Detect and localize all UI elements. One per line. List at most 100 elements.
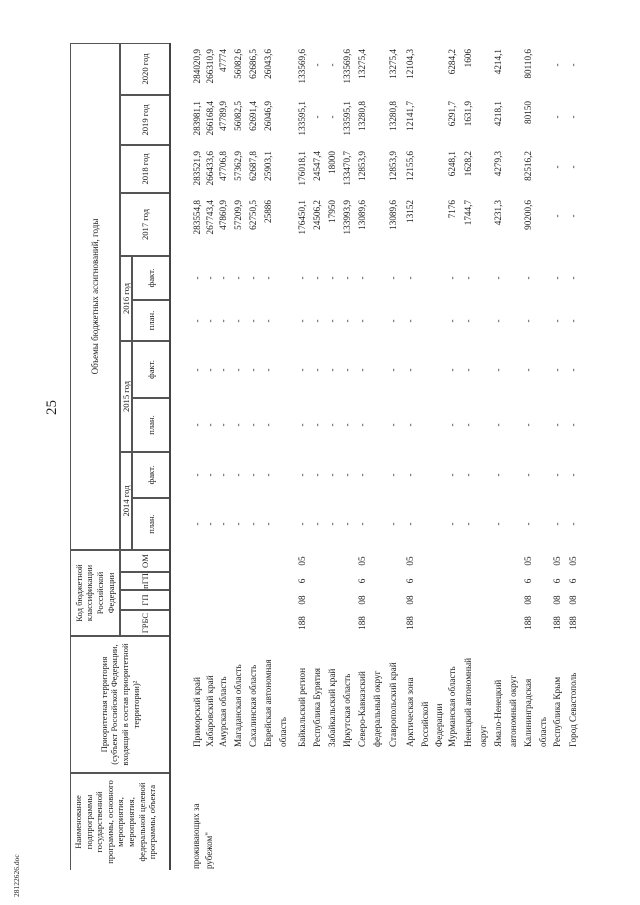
plan-fact-value: -: [342, 522, 352, 526]
plan-fact-value: -: [523, 276, 533, 280]
header-year-2014: 2014 год: [120, 452, 132, 550]
header-2014-fact: факт.: [132, 452, 170, 498]
budget-code-pgp: 6: [297, 578, 307, 584]
header-budget-title: Объемы бюджетных ассигнований, годы: [70, 43, 120, 550]
plan-fact-value: -: [523, 473, 533, 477]
header-2016-plan: план.: [132, 300, 170, 341]
year-value-2018: 25903,1: [263, 151, 273, 181]
territory-name: Забайкальский край: [327, 668, 337, 747]
plan-fact-value: -: [327, 319, 337, 323]
budget-code-gp: 08: [552, 595, 562, 605]
budget-code-om: 05: [297, 556, 307, 566]
year-value-2019: 1631,9: [463, 101, 473, 127]
plan-fact-value: -: [357, 276, 367, 280]
header-program-name: Наименование подпрограммы государственно…: [70, 773, 170, 870]
territory-name: Еврейская автономная: [263, 659, 273, 747]
header-code-pgp: пГП: [120, 572, 170, 590]
plan-fact-value: -: [263, 473, 273, 477]
plan-fact-value: -: [463, 276, 473, 280]
year-value-2020: 13275,4: [388, 49, 398, 79]
year-value-2020: 6284,2: [447, 49, 457, 75]
plan-fact-value: -: [233, 276, 243, 280]
plan-fact-value: -: [233, 473, 243, 477]
plan-fact-value: -: [248, 368, 258, 372]
header-year-2020: 2020 год: [120, 43, 170, 95]
year-value-2019: 12141,7: [405, 101, 415, 131]
territory-name: Ненецкий автономный: [463, 657, 473, 747]
header-2015-plan: план.: [132, 398, 170, 452]
territory-name: округ: [477, 725, 488, 747]
year-value-2019: -: [568, 115, 578, 119]
budget-code-om: 05: [405, 556, 415, 566]
territory-name: Амурская область: [218, 676, 228, 747]
year-value-2018: 24547,4: [312, 151, 322, 181]
territory-name: Сахалинская область: [248, 664, 258, 747]
plan-fact-value: -: [263, 319, 273, 323]
year-value-2020: -: [552, 63, 562, 67]
year-value-2020: 4214,1: [493, 49, 503, 75]
year-value-2019: 6291,7: [447, 101, 457, 127]
year-value-2019: -: [312, 115, 322, 119]
plan-fact-value: -: [263, 423, 273, 427]
header-code-grbs: ГРБС: [120, 610, 170, 636]
plan-fact-value: -: [568, 276, 578, 280]
plan-fact-value: -: [312, 522, 322, 526]
header-budget-code: Код бюджетной классификации Российской Ф…: [70, 550, 120, 636]
territory-name: Магаданская область: [233, 664, 243, 747]
plan-fact-value: -: [342, 319, 352, 323]
plan-fact-value: -: [297, 368, 307, 372]
plan-fact-value: -: [312, 319, 322, 323]
year-value-2017: -: [568, 214, 578, 218]
plan-fact-value: -: [447, 276, 457, 280]
budget-code-pgp: 6: [568, 578, 578, 584]
plan-fact-value: -: [523, 423, 533, 427]
year-value-2020: 56082,6: [233, 49, 243, 79]
budget-code-om: 05: [523, 556, 533, 566]
year-value-2018: 82516,2: [523, 151, 533, 181]
plan-fact-value: -: [342, 368, 352, 372]
budget-code-om: 05: [357, 556, 367, 566]
budget-code-om: 05: [568, 556, 578, 566]
header-year-2018: 2018 год: [120, 145, 170, 193]
territory-name: федеральный округ: [371, 670, 382, 747]
plan-fact-value: -: [327, 276, 337, 280]
budget-code-grbs: 188: [552, 616, 562, 630]
plan-fact-value: -: [248, 276, 258, 280]
plan-fact-value: -: [342, 473, 352, 477]
year-value-2020: 133569,6: [297, 49, 307, 84]
year-value-2019: -: [552, 115, 562, 119]
territory-name: Калининградская: [523, 678, 533, 747]
plan-fact-value: -: [405, 522, 415, 526]
year-value-2019: 62691,4: [248, 101, 258, 131]
plan-fact-value: -: [388, 522, 398, 526]
year-value-2018: 62687,8: [248, 151, 258, 181]
year-value-2019: 133595,1: [342, 101, 352, 136]
plan-fact-value: -: [297, 522, 307, 526]
plan-fact-value: -: [327, 423, 337, 427]
plan-fact-value: -: [447, 319, 457, 323]
plan-fact-value: -: [493, 473, 503, 477]
plan-fact-value: -: [568, 319, 578, 323]
year-value-2020: 13275,4: [357, 49, 367, 79]
plan-fact-value: -: [357, 319, 367, 323]
year-value-2020: 62686,5: [248, 49, 258, 79]
year-value-2020: 26043,6: [263, 49, 273, 79]
year-value-2017: -: [552, 214, 562, 218]
header-year-2017: 2017 год: [120, 193, 170, 256]
plan-fact-value: -: [552, 368, 562, 372]
plan-fact-value: -: [523, 319, 533, 323]
territory-name: Российской: [419, 701, 430, 747]
year-value-2019: 26046,9: [263, 101, 273, 131]
plan-fact-value: -: [523, 522, 533, 526]
year-value-2019: 13280,8: [388, 101, 398, 131]
plan-fact-value: -: [463, 319, 473, 323]
budget-code-gp: 08: [523, 595, 533, 605]
year-value-2018: -: [552, 165, 562, 169]
territory-name: область: [277, 717, 288, 747]
plan-fact-value: -: [248, 319, 258, 323]
year-value-2018: 6248,1: [447, 151, 457, 177]
header-year-2015: 2015 год: [120, 341, 132, 452]
year-value-2018: 12155,6: [405, 151, 415, 181]
territory-name: Республика Крым: [552, 676, 562, 747]
plan-fact-value: -: [233, 423, 243, 427]
